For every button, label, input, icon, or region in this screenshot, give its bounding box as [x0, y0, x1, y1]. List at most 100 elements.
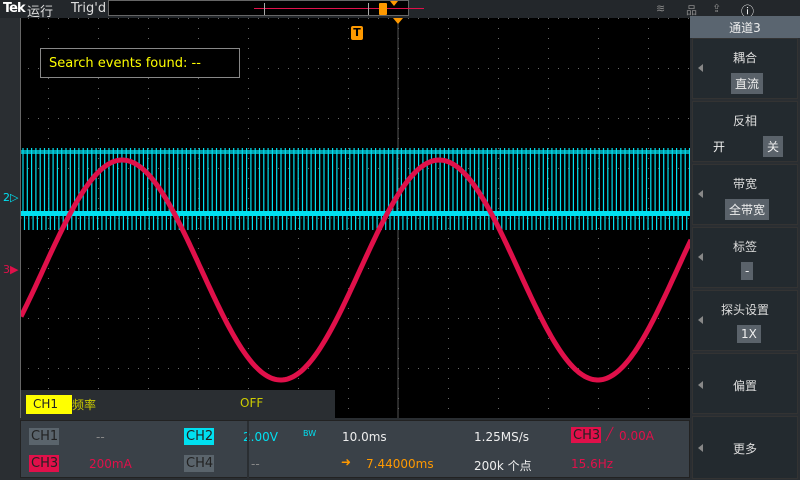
grid-dot — [78, 368, 79, 369]
grid-dot — [548, 348, 549, 349]
ch1-button[interactable]: CH1 — [29, 428, 59, 445]
waveform-display[interactable]: T Search events found: -- CH1 频率 OFF — [20, 18, 691, 418]
grid-dot — [148, 178, 149, 179]
grid-dot — [258, 268, 259, 269]
grid-dot — [548, 58, 549, 59]
grid-dot — [438, 118, 439, 119]
ch2-marker[interactable]: 2▷ — [3, 191, 19, 204]
invert-on[interactable]: 开 — [713, 140, 726, 154]
grid-dot — [658, 218, 659, 219]
grid-dot — [448, 118, 449, 119]
grid-dot — [668, 68, 669, 69]
grid-dot — [168, 168, 169, 169]
coupling-value[interactable]: 直流 — [731, 73, 764, 94]
grid-dot — [168, 268, 169, 269]
grid-dot — [508, 268, 509, 269]
grid-dot — [358, 18, 359, 19]
grid-dot — [348, 48, 349, 49]
ch3-marker[interactable]: 3▶ — [3, 263, 19, 276]
probe-value[interactable]: 1X — [737, 325, 761, 343]
top-bar: Tek 运行 Trig'd ≋ 品 ⇪ ⓘ — [0, 0, 800, 20]
horizontal-position-marker[interactable] — [393, 18, 403, 24]
grid-dot — [558, 118, 559, 119]
export-icon[interactable]: ⇪ — [712, 2, 722, 15]
grid-dot — [298, 98, 299, 99]
grid-dot — [48, 338, 49, 339]
grid-dot — [348, 358, 349, 359]
rising-edge-icon: ╱ — [606, 427, 614, 441]
invert-off[interactable]: 关 — [763, 136, 784, 157]
grid-dot — [148, 128, 149, 129]
grid-dot — [318, 18, 319, 19]
grid-dot — [458, 68, 459, 69]
grid-dot — [678, 68, 679, 69]
grid-dot — [448, 28, 449, 29]
grid-dot — [248, 348, 249, 349]
menu-coupling[interactable]: 耦合 直流 — [692, 38, 798, 99]
grid-dot — [148, 338, 149, 339]
grid-dot — [98, 278, 99, 279]
grid-dot — [548, 48, 549, 49]
grid-dot — [498, 388, 499, 389]
menu-invert[interactable]: 反相 开 关 — [692, 101, 798, 162]
record-overview[interactable] — [108, 0, 424, 16]
grid-dot — [98, 88, 99, 89]
overview-position-icon — [390, 1, 398, 6]
grid-dot — [158, 368, 159, 369]
bandwidth-value[interactable]: 全带宽 — [725, 199, 770, 220]
grid-dot — [598, 348, 599, 349]
grid-dot — [448, 88, 449, 89]
time-scale[interactable]: 10.0ms — [342, 430, 387, 444]
grid-dot — [268, 68, 269, 69]
grid-dot — [348, 228, 349, 229]
ch4-button[interactable]: CH4 — [184, 455, 214, 472]
grid-dot — [228, 368, 229, 369]
menu-label[interactable]: 标签 - — [692, 227, 798, 288]
grid-dot — [248, 308, 249, 309]
grid-dot — [608, 118, 609, 119]
grid-dot — [248, 388, 249, 389]
grid-dot — [298, 18, 299, 19]
ch3-button[interactable]: CH3 — [29, 455, 59, 472]
menu-probe-setup[interactable]: 探头设置 1X — [692, 290, 798, 351]
label-value[interactable]: - — [741, 262, 754, 280]
grid-dot — [488, 68, 489, 69]
grid-dot — [178, 368, 179, 369]
ch2-button[interactable]: CH2 — [184, 428, 214, 445]
grid-dot — [508, 118, 509, 119]
grid-dot — [48, 378, 49, 379]
grid-dot — [458, 318, 459, 319]
grid-dot — [178, 18, 179, 19]
ch1-measurement-bar[interactable]: CH1 频率 OFF — [21, 390, 335, 418]
grid-dot — [148, 208, 149, 209]
grid-dot — [548, 98, 549, 99]
grid-dot — [648, 148, 649, 149]
grid-dot — [648, 368, 649, 369]
run-state[interactable]: 运行 — [27, 5, 54, 20]
grid-dot — [228, 168, 229, 169]
grid-dot — [418, 268, 419, 269]
grid-dot — [478, 118, 479, 119]
grid-dot — [288, 368, 289, 369]
grid-dot — [448, 398, 449, 399]
grid-dot — [168, 218, 169, 219]
grid-dot — [58, 318, 59, 319]
trigger-position-icon[interactable]: T — [351, 26, 363, 40]
grid-dot — [148, 328, 149, 329]
grid-dot — [198, 18, 199, 19]
grid-dot — [408, 168, 409, 169]
trigger-source[interactable]: CH3 — [571, 427, 601, 443]
arrow-left-icon — [698, 444, 703, 452]
grid-dot — [348, 268, 349, 269]
grid-dot — [368, 68, 369, 69]
probe-label: 探头设置 — [720, 303, 769, 317]
menu-bandwidth[interactable]: 带宽 全带宽 — [692, 164, 798, 225]
menu-more[interactable]: 更多 — [692, 416, 798, 479]
menu-offset[interactable]: 偏置 — [692, 353, 798, 414]
grid-dot — [538, 18, 539, 19]
grid-dot — [128, 268, 129, 269]
ch1-measure-tag: CH1 — [26, 395, 72, 414]
horizontal-position[interactable]: 7.44000ms — [366, 457, 434, 471]
grid-dot — [418, 18, 419, 19]
arrow-left-icon — [698, 190, 703, 198]
